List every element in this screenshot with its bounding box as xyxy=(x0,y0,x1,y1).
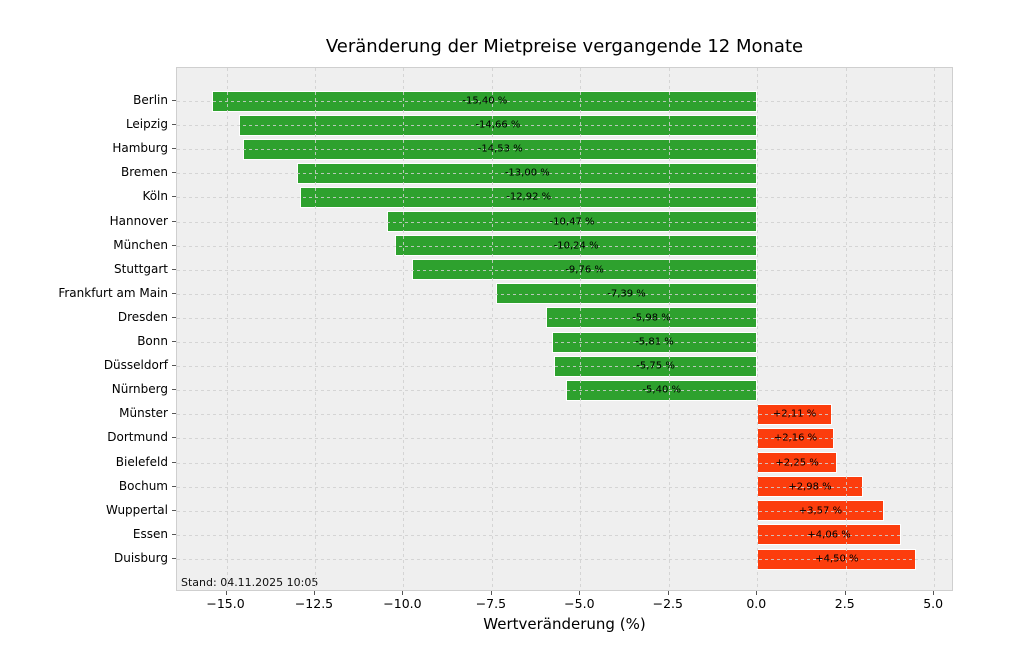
y-tick-mark xyxy=(172,268,176,270)
y-tick-label: Köln xyxy=(142,189,168,204)
y-tick-mark xyxy=(172,365,176,367)
bar-value-label: +2,25 % xyxy=(775,457,819,469)
y-tick-mark xyxy=(172,172,176,174)
x-tick-mark xyxy=(844,591,846,595)
x-tick-mark xyxy=(313,591,315,595)
x-tick-label: −10.0 xyxy=(383,596,422,611)
y-tick-mark xyxy=(172,220,176,222)
chart-title: Veränderung der Mietpreise vergangende 1… xyxy=(325,36,804,57)
timestamp-note: Stand: 04.11.2025 10:05 xyxy=(181,576,319,589)
bar-value-label: -15,40 % xyxy=(462,95,508,107)
bar-value-label: +3,57 % xyxy=(798,505,843,517)
y-tick-mark xyxy=(172,316,176,318)
x-tick-label: −5.0 xyxy=(564,596,595,611)
x-tick-label: −2.5 xyxy=(652,596,683,611)
bar-value-label: +4,06 % xyxy=(807,529,851,541)
y-tick-label: Hannover xyxy=(109,213,168,228)
plot-area: -15,40 % -14,66 % -14,53 % -13,00 % -12,92 %… xyxy=(176,67,953,591)
bar-value-label: -10,24 % xyxy=(553,240,599,252)
x-tick-mark xyxy=(225,591,227,595)
y-tick-label: Essen xyxy=(132,526,168,541)
bar-value-label: -9,76 % xyxy=(565,264,604,276)
y-tick-mark xyxy=(172,461,176,463)
bar-value-label: -12,92 % xyxy=(506,191,552,203)
y-tick-label: Leipzig xyxy=(125,117,168,132)
bar-value-label: +4,50 % xyxy=(815,553,859,565)
y-tick-mark xyxy=(172,558,176,559)
y-tick-mark xyxy=(172,341,176,343)
y-tick-label: Stuttgart xyxy=(114,261,168,276)
bar-value-label: -10,47 % xyxy=(549,216,595,228)
y-tick-label: Nürnberg xyxy=(111,382,168,397)
bar-value-label: -14,66 % xyxy=(475,119,521,131)
y-tick-label: Dortmund xyxy=(107,430,168,445)
y-tick-mark xyxy=(172,196,176,198)
bars-layer xyxy=(177,68,952,590)
x-tick-label: 0.0 xyxy=(746,596,767,611)
y-tick-label: Duisburg xyxy=(114,551,168,565)
x-tick-label: −15.0 xyxy=(206,596,245,611)
x-tick-label: −12.5 xyxy=(294,596,334,611)
y-tick-label: Bielefeld xyxy=(115,454,168,469)
y-tick-label: Bochum xyxy=(118,478,168,493)
bar-value-label: -5,81 % xyxy=(635,336,674,348)
y-tick-label: München xyxy=(113,237,168,252)
y-tick-mark xyxy=(172,148,176,150)
y-tick-label: Hamburg xyxy=(112,141,168,156)
x-tick-mark xyxy=(933,591,935,595)
y-tick-mark xyxy=(172,124,176,126)
y-tick-label: Münster xyxy=(119,406,168,421)
bar-value-label: -5,40 % xyxy=(642,384,682,396)
x-tick-mark xyxy=(667,591,669,595)
y-tick-label: Wuppertal xyxy=(106,502,168,517)
y-tick-mark xyxy=(172,485,176,487)
x-tick-mark xyxy=(756,591,758,595)
x-tick-mark xyxy=(490,591,492,595)
y-tick-label: Frankfurt am Main xyxy=(58,285,168,300)
bar-value-label: +2,16 % xyxy=(773,432,818,444)
y-tick-mark xyxy=(172,413,176,415)
bar-value-label: -5,75 % xyxy=(636,360,675,372)
y-tick-mark xyxy=(172,437,176,439)
y-tick-mark xyxy=(172,292,176,294)
y-tick-mark xyxy=(172,100,176,101)
bar-value-label: -14,53 % xyxy=(477,143,523,155)
y-tick-mark xyxy=(172,389,176,391)
bar-value-label: +2,11 % xyxy=(772,408,817,420)
x-tick-mark xyxy=(579,591,581,595)
y-tick-label: Berlin xyxy=(133,93,168,107)
y-tick-mark xyxy=(172,244,176,246)
y-tick-label: Bonn xyxy=(137,334,168,349)
bar-value-label: -5,98 % xyxy=(632,312,671,324)
bar-value-label: -7,39 % xyxy=(607,288,646,300)
x-tick-label: 5.0 xyxy=(923,596,944,611)
y-tick-mark xyxy=(172,533,176,535)
bar-labels-layer: -15,40 % -14,66 % -14,53 % -13,00 % -12,92 %… xyxy=(177,68,952,590)
x-tick-label: −7.5 xyxy=(475,596,507,611)
y-tick-label: Düsseldorf xyxy=(103,358,168,373)
x-tick-label: 2.5 xyxy=(834,596,855,611)
x-tick-mark xyxy=(402,591,404,595)
bar-value-label: +2,98 % xyxy=(788,481,832,493)
x-axis-title: Wertveränderung (%) xyxy=(483,615,646,633)
y-tick-mark xyxy=(172,509,176,511)
y-tick-label: Dresden xyxy=(117,309,168,324)
bar-value-label: -13,00 % xyxy=(504,167,550,179)
y-tick-label: Bremen xyxy=(121,165,168,180)
